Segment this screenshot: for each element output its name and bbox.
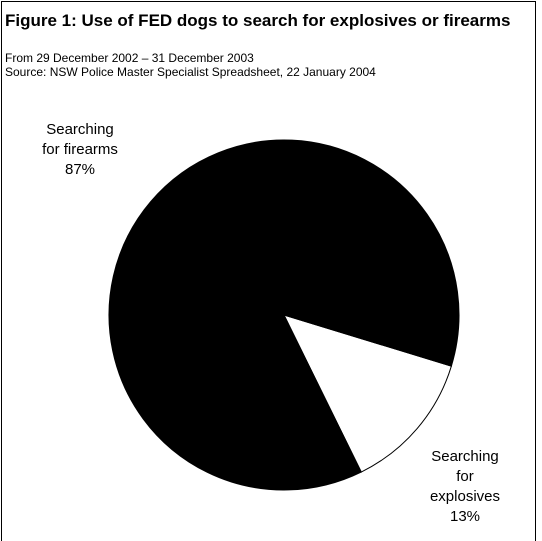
figure-title: Figure 1: Use of FED dogs to search for … (5, 11, 511, 30)
slice-label-explosives-line2: for (456, 468, 474, 485)
slice-label-firearms-pct: 87% (64, 161, 96, 178)
figure-date-range: From 29 December 2002 – 31 December 2003 (5, 51, 254, 65)
slice-label-explosives-line3: explosives (429, 488, 501, 505)
slice-label-firearms: Searching for firearms 87% (20, 120, 140, 180)
pie-slice-explosives (283, 314, 452, 473)
pie-slice-firearms (108, 139, 460, 491)
slice-label-firearms-line2: for firearms (42, 141, 118, 158)
slice-label-explosives: Searching for explosives 13% (405, 447, 525, 527)
slice-label-explosives-pct: 13% (449, 508, 481, 525)
figure-source: Source: NSW Police Master Specialist Spr… (5, 65, 376, 79)
slice-label-explosives-line1: Searching (431, 448, 499, 465)
pie-slices (108, 139, 460, 491)
slice-label-firearms-line1: Searching (46, 121, 114, 138)
